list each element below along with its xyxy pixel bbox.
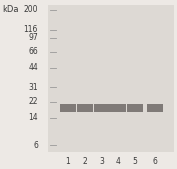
Text: 14: 14 [28,114,38,123]
Text: 66: 66 [28,47,38,56]
Bar [77,104,93,112]
Text: 4: 4 [116,156,120,165]
Text: 31: 31 [28,82,38,91]
Bar [60,104,76,112]
Text: 6: 6 [153,156,157,165]
Text: 3: 3 [99,156,104,165]
Text: 5: 5 [133,156,137,165]
Text: 200: 200 [24,6,38,15]
Text: 116: 116 [24,26,38,34]
Text: kDa: kDa [2,5,19,14]
Bar [94,104,110,112]
Text: 22: 22 [28,98,38,106]
Text: 6: 6 [33,140,38,150]
Text: 44: 44 [28,64,38,73]
Bar [110,104,126,112]
Bar [147,104,163,112]
Text: 1: 1 [66,156,70,165]
Text: 97: 97 [28,33,38,42]
Text: 2: 2 [83,156,87,165]
Bar [48,5,174,152]
Bar [127,104,143,112]
